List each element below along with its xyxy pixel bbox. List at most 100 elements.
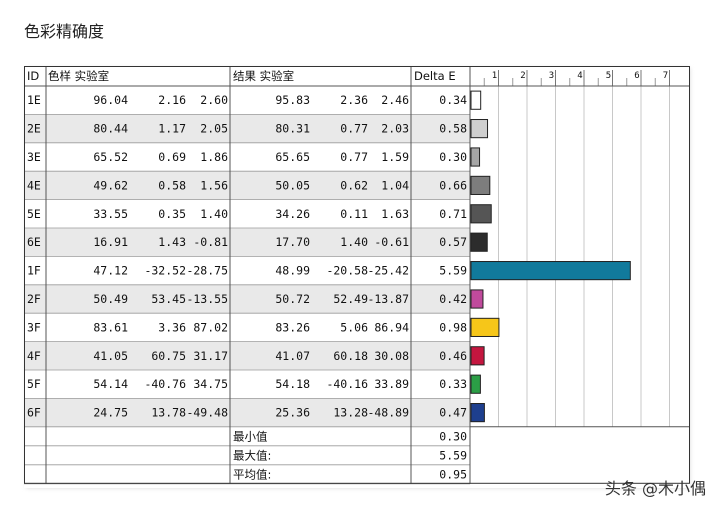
row-id: 3E — [27, 150, 41, 164]
delta-e-table-chart: 1 2 3 4 5 6 7 ID 色样 实验室 结果 实验室 Delta E 1E 96.04 2.16 2… — [24, 66, 690, 488]
result-value: 50.72 — [275, 292, 310, 306]
sample-value: 16.91 — [93, 235, 128, 249]
row-id: 5E — [27, 207, 41, 221]
result-value: -25.42 — [367, 264, 409, 278]
row-background — [24, 341, 470, 370]
sample-value: 47.12 — [93, 264, 128, 278]
sample-value: 1.43 — [158, 235, 186, 249]
sample-value: 34.75 — [193, 377, 228, 391]
axis-tick-label: 7 — [663, 71, 668, 81]
sample-value: 54.14 — [93, 377, 128, 391]
row-background — [24, 398, 470, 427]
delta-e-bar — [470, 204, 492, 224]
summary-value: 0.30 — [439, 429, 467, 443]
result-value: 30.08 — [374, 349, 409, 363]
delta-e-value: 0.30 — [439, 150, 467, 164]
table-frame — [24, 66, 690, 484]
row-background — [24, 228, 470, 257]
summary-label: 最小值 — [233, 429, 268, 443]
summary-value: 5.59 — [439, 448, 467, 462]
delta-e-bar — [470, 403, 485, 423]
header-delta: Delta E — [414, 69, 456, 83]
sample-value: -49.48 — [186, 406, 228, 420]
delta-e-bar — [470, 374, 481, 394]
watermark: 头条 @木小偶 — [604, 479, 706, 498]
header-id: ID — [27, 69, 39, 83]
result-value: 2.46 — [381, 93, 409, 107]
result-value: -0.61 — [374, 235, 409, 249]
row-id: 1E — [27, 93, 41, 107]
result-value: 0.77 — [340, 122, 368, 136]
sample-value: 31.17 — [193, 349, 228, 363]
result-value: 1.40 — [340, 235, 368, 249]
delta-e-bar — [470, 289, 484, 309]
sample-value: -13.55 — [186, 292, 228, 306]
axis-tick-label: 5 — [606, 71, 611, 81]
delta-e-value: 0.57 — [439, 235, 467, 249]
result-value: 13.28 — [333, 406, 368, 420]
sample-value: 96.04 — [93, 93, 128, 107]
sample-value: 0.58 — [158, 178, 186, 192]
result-value: 50.05 — [275, 178, 310, 192]
result-value: 41.07 — [275, 349, 310, 363]
delta-e-value: 0.46 — [439, 349, 467, 363]
page-title: 色彩精确度 — [24, 22, 105, 41]
sample-value: 2.05 — [200, 122, 228, 136]
result-value: 17.70 — [275, 235, 310, 249]
result-value: 86.94 — [374, 320, 409, 334]
sample-value: 80.44 — [93, 122, 128, 136]
delta-e-bar — [470, 261, 631, 281]
sample-value: -0.81 — [193, 235, 228, 249]
result-value: 33.89 — [374, 377, 409, 391]
sample-value: -28.75 — [186, 264, 228, 278]
delta-e-value: 0.58 — [439, 122, 467, 136]
sample-value: 87.02 — [193, 320, 228, 334]
result-value: 2.36 — [340, 93, 368, 107]
delta-e-bar — [470, 90, 482, 110]
row-background — [24, 114, 470, 143]
result-value: -48.89 — [367, 406, 409, 420]
delta-e-bar — [470, 232, 488, 252]
axis-tick-label: 6 — [634, 71, 639, 81]
delta-e-bar — [470, 317, 500, 337]
row-id: 1F — [27, 264, 41, 278]
sample-value: 13.78 — [151, 406, 186, 420]
result-value: 48.99 — [275, 264, 310, 278]
delta-e-value: 0.33 — [439, 377, 467, 391]
axis-tick-label: 3 — [549, 71, 554, 81]
row-id: 2F — [27, 292, 41, 306]
sample-value: 2.60 — [200, 93, 228, 107]
row-id: 6E — [27, 235, 41, 249]
sample-value: 0.35 — [158, 207, 186, 221]
sample-value: 1.17 — [158, 122, 186, 136]
sample-value: -40.76 — [144, 377, 186, 391]
delta-e-value: 0.66 — [439, 178, 467, 192]
sample-value: 1.56 — [200, 178, 228, 192]
row-background — [24, 171, 470, 200]
header-result: 结果 实验室 — [233, 69, 294, 83]
result-value: 0.62 — [340, 178, 368, 192]
sample-value: 24.75 — [93, 406, 128, 420]
result-value: 83.26 — [275, 320, 310, 334]
delta-e-bar — [470, 147, 481, 167]
result-value: 95.83 — [275, 93, 310, 107]
axis-tick-label: 4 — [577, 71, 582, 81]
delta-e-bar — [470, 175, 491, 195]
result-value: 0.11 — [340, 207, 368, 221]
sample-value: 65.52 — [93, 150, 128, 164]
delta-e-value: 0.47 — [439, 406, 467, 420]
row-id: 3F — [27, 320, 41, 334]
delta-e-value: 0.71 — [439, 207, 467, 221]
row-id: 4E — [27, 178, 41, 192]
sample-value: 50.49 — [93, 292, 128, 306]
sample-value: 1.86 — [200, 150, 228, 164]
row-id: 4F — [27, 349, 41, 363]
result-value: 1.04 — [381, 178, 409, 192]
header-sample: 色样 实验室 — [48, 69, 109, 83]
result-value: 5.06 — [340, 320, 368, 334]
result-value: 34.26 — [275, 207, 310, 221]
row-background — [24, 284, 470, 314]
summary-value: 0.95 — [439, 467, 467, 481]
result-value: 2.03 — [381, 122, 409, 136]
result-value: 1.59 — [381, 150, 409, 164]
